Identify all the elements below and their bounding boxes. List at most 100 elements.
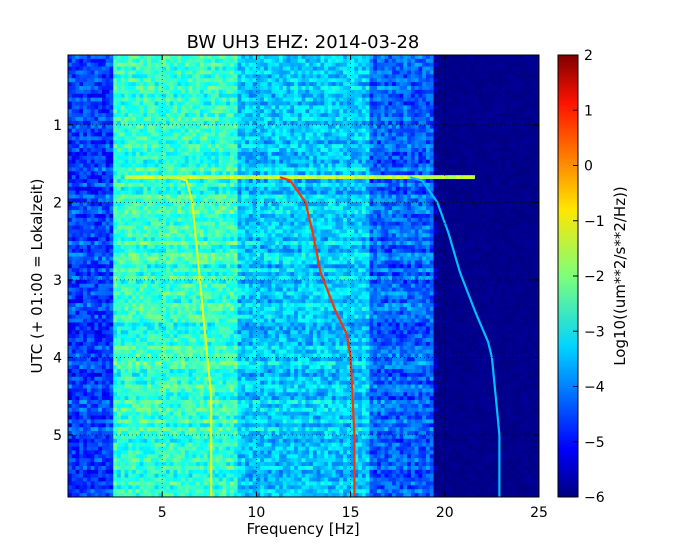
heatmap-cell — [463, 140, 469, 145]
heatmap-cell — [241, 82, 246, 87]
heatmap-cell — [184, 194, 190, 200]
heatmap-cell — [139, 132, 144, 138]
heatmap-cell — [75, 124, 80, 130]
heatmap-cell — [478, 82, 484, 87]
heatmap-cell — [132, 55, 137, 60]
heatmap-cell — [199, 202, 205, 207]
heatmap-cell — [162, 140, 167, 145]
heatmap-cell — [124, 124, 129, 130]
heatmap-cell — [520, 179, 525, 184]
heatmap-cell — [192, 93, 197, 99]
heatmap-cell — [188, 136, 193, 141]
heatmap-cell — [162, 194, 167, 200]
heatmap-cell — [376, 144, 382, 149]
heatmap-cell — [230, 120, 235, 126]
heatmap-cell — [467, 198, 472, 203]
heatmap-cell — [158, 159, 163, 165]
heatmap-cell — [105, 144, 111, 149]
heatmap-cell — [263, 93, 269, 99]
heatmap-cell — [177, 117, 182, 122]
heatmap-cell — [150, 120, 156, 126]
heatmap-cell — [384, 113, 389, 118]
heatmap-cell — [327, 163, 333, 169]
heatmap-cell — [463, 113, 469, 118]
heatmap-cell — [505, 89, 510, 95]
heatmap-cell — [165, 140, 171, 145]
heatmap-cell — [452, 62, 457, 68]
heatmap-cell — [369, 186, 374, 192]
heatmap-cell — [101, 70, 107, 75]
heatmap-cell — [448, 58, 453, 64]
heatmap-cell — [437, 86, 442, 91]
heatmap-cell — [452, 155, 457, 161]
heatmap-cell — [113, 105, 118, 110]
heatmap-cell — [331, 186, 337, 192]
heatmap-cell — [301, 136, 306, 141]
heatmap-cell — [482, 124, 487, 130]
heatmap-cell — [79, 194, 84, 200]
heatmap-cell — [86, 167, 92, 172]
heatmap-cell — [230, 148, 235, 153]
heatmap-cell — [226, 186, 231, 192]
heatmap-cell — [173, 89, 178, 95]
heatmap-cell — [279, 144, 284, 149]
heatmap-cell — [482, 132, 487, 138]
heatmap-cell — [275, 194, 280, 200]
heatmap-cell — [395, 151, 401, 157]
heatmap-cell — [199, 194, 205, 200]
heatmap-cell — [361, 128, 367, 134]
heatmap-cell — [263, 78, 269, 83]
heatmap-cell — [373, 171, 378, 176]
heatmap-cell — [90, 175, 95, 180]
heatmap-cell — [350, 136, 355, 141]
heatmap-cell — [113, 113, 118, 118]
heatmap-cell — [369, 86, 374, 91]
heatmap-cell — [456, 206, 461, 211]
heatmap-cell — [165, 70, 171, 75]
heatmap-cell — [418, 124, 423, 130]
heatmap-cell — [128, 175, 133, 180]
heatmap-cell — [320, 198, 325, 203]
heatmap-cell — [260, 101, 265, 107]
heatmap-cell — [486, 93, 491, 99]
heatmap-cell — [260, 117, 265, 122]
heatmap-cell — [90, 62, 95, 68]
heatmap-cell — [418, 93, 423, 99]
heatmap-cell — [505, 128, 510, 134]
heatmap-cell — [324, 93, 329, 99]
heatmap-cell — [365, 66, 371, 72]
heatmap-cell — [474, 194, 480, 200]
heatmap-cell — [361, 74, 367, 79]
heatmap-cell — [116, 175, 122, 180]
heatmap-cell — [116, 109, 122, 114]
heatmap-cell — [86, 163, 92, 169]
heatmap-cell — [226, 151, 231, 157]
heatmap-cell — [233, 144, 239, 149]
heatmap-cell — [158, 198, 163, 203]
heatmap-cell — [482, 148, 487, 153]
heatmap-cell — [312, 163, 318, 169]
heatmap-cell — [83, 124, 88, 130]
heatmap-cell — [256, 136, 261, 141]
heatmap-cell — [147, 105, 152, 110]
heatmap-cell — [320, 101, 325, 107]
heatmap-cell — [459, 144, 465, 149]
heatmap-cell — [388, 167, 393, 172]
heatmap-cell — [527, 136, 533, 141]
heatmap-cell — [335, 113, 340, 118]
heatmap-cell — [486, 163, 491, 169]
heatmap-cell — [471, 175, 476, 180]
heatmap-cell — [463, 109, 469, 114]
heatmap-cell — [188, 140, 193, 145]
heatmap-cell — [132, 113, 137, 118]
heatmap-cell — [392, 101, 397, 107]
heatmap-cell — [181, 66, 186, 72]
heatmap-cell — [331, 136, 337, 141]
heatmap-cell — [271, 163, 276, 169]
heatmap-cell — [169, 159, 175, 165]
heatmap-cell — [263, 86, 269, 91]
heatmap-cell — [376, 101, 382, 107]
heatmap-cell — [339, 175, 344, 180]
heatmap-cell — [68, 206, 73, 211]
heatmap-cell — [343, 78, 348, 83]
